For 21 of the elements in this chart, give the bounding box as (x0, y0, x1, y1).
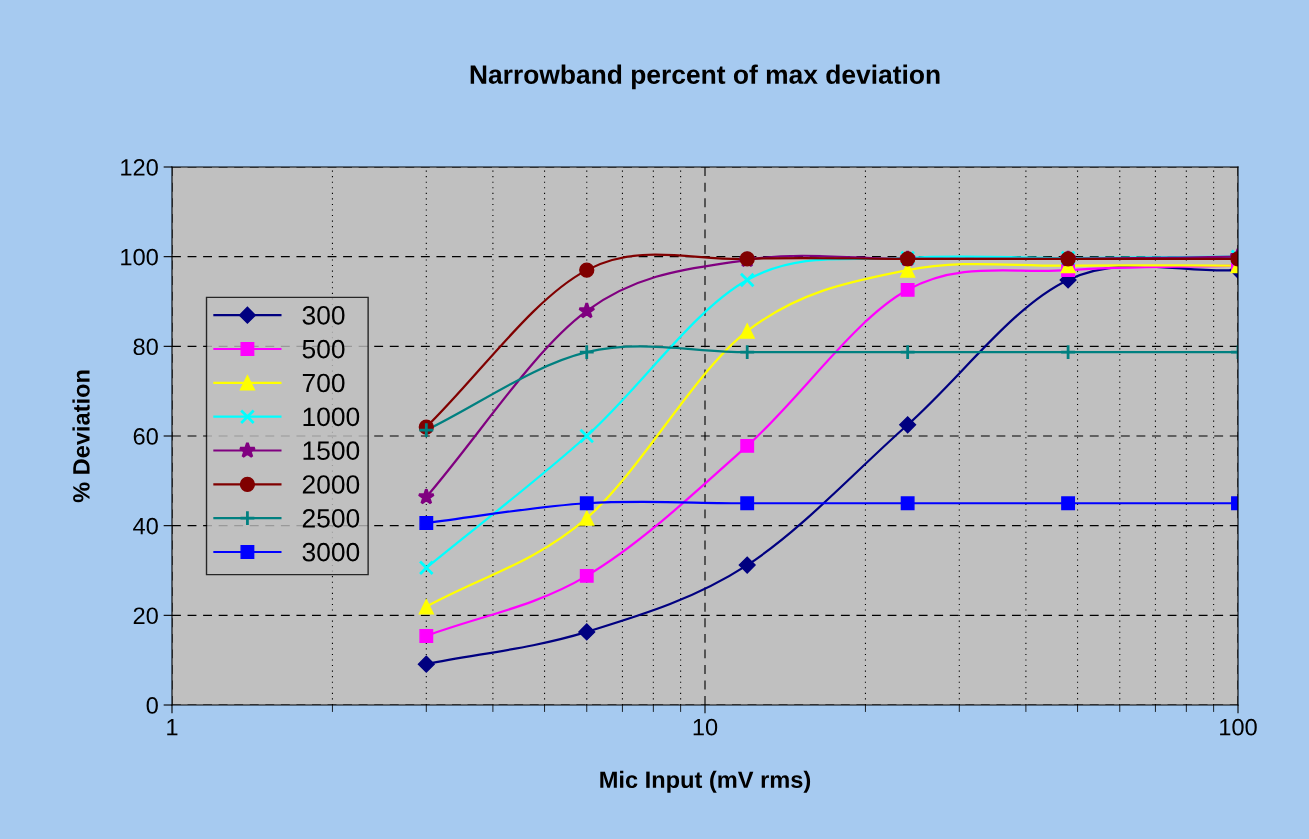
y-tick-label: 60 (133, 428, 158, 445)
legend-label: 2000 (302, 475, 360, 494)
legend-label: 1500 (303, 441, 360, 460)
y-tick-label: 0 (146, 697, 158, 714)
y-tick-label: 80 (133, 338, 158, 356)
x-tick-label: 10 (693, 718, 718, 736)
x-tick-label: 1 (167, 719, 178, 736)
y-tick-label: 20 (133, 607, 158, 625)
legend-label: 300 (302, 305, 345, 325)
legend-label: 700 (302, 373, 345, 393)
legend-label: 500 (302, 339, 345, 359)
y-tick-label: 120 (121, 159, 158, 176)
y-tick-label: 40 (133, 517, 158, 535)
y-axis-title: % Deviation (72, 370, 90, 503)
x-axis-title: Mic Input (mV rms) (600, 770, 811, 793)
x-tick-label: 100 (1220, 718, 1257, 736)
chart-title: Narrowband percent of max deviation (470, 64, 940, 90)
legend-label: 1000 (303, 407, 360, 427)
y-tick-label: 100 (121, 248, 158, 266)
legend-label: 2500 (302, 508, 360, 528)
legend-label: 3000 (302, 542, 360, 562)
